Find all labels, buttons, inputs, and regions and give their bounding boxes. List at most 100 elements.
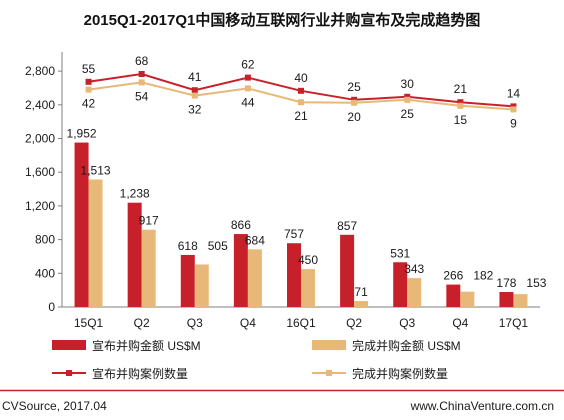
bar-announced-label: 866 [231, 218, 251, 232]
y-tick-label: 800 [35, 233, 55, 247]
legend-item-completed-count: 完成并购案例数量 [312, 366, 448, 381]
bar-announced-label: 857 [337, 219, 357, 233]
y-tick-label: 2,400 [25, 98, 55, 112]
x-tick-label: Q3 [399, 316, 415, 330]
line-completed-count-label: 54 [135, 89, 149, 103]
line-completed-count-label: 42 [82, 97, 96, 111]
y-tick-label: 2,000 [25, 132, 55, 146]
chart-title: 2015Q1-2017Q1中国移动互联网行业并购宣布及完成趋势图 [84, 11, 481, 29]
bar-completed-label: 505 [208, 239, 228, 253]
x-tick-label: Q3 [187, 316, 203, 330]
bar-announced-amount [287, 243, 301, 307]
bar-announced-amount [233, 234, 248, 307]
line-announced-count-label: 30 [401, 77, 415, 91]
x-tick-label: Q4 [240, 316, 256, 330]
line-completed-count-marker [298, 99, 304, 106]
y-tick-label: 0 [48, 300, 55, 314]
y-axis: 0 400 800 1,200 1,600 2,000 2,400 2,800 [25, 52, 63, 314]
line-announced-count-marker [85, 78, 92, 85]
bar-announced-label: 178 [496, 276, 516, 290]
bar-completed-amount [141, 229, 156, 307]
bar-completed-amount [407, 278, 422, 307]
x-tick-label: Q4 [452, 316, 468, 330]
x-tick-label: 16Q1 [286, 316, 316, 330]
line-completed-count-label: 25 [401, 107, 415, 121]
bar-completed-label: 1,513 [81, 164, 111, 178]
bar-completed-label: 153 [526, 276, 546, 290]
x-tick-label: 17Q1 [499, 316, 529, 330]
bar-completed-label: 450 [298, 253, 318, 267]
bar-announced-amount [499, 292, 514, 307]
line-completed-count-line [88, 81, 514, 111]
line-announced-count-label: 68 [135, 54, 149, 68]
bar-completed-amount [301, 269, 315, 307]
y-tick-label: 2,800 [25, 64, 55, 78]
line-completed-count-marker [138, 79, 145, 86]
bar-series-group [74, 142, 528, 307]
bar-announced-amount [393, 262, 408, 307]
bar-announced-label: 531 [390, 246, 410, 260]
bar-announced-amount [127, 202, 142, 307]
line-announced-count-marker [298, 87, 304, 94]
line-completed-count-marker [351, 99, 358, 106]
bar-announced-label: 1,952 [67, 127, 97, 141]
legend-label: 完成并购金额 US$M [352, 338, 461, 353]
legend-item-announced-amount: 宣布并购金额 US$M [52, 338, 201, 353]
bar-announced-label: 618 [178, 239, 198, 253]
bar-completed-amount [88, 179, 103, 307]
line-announced-count-label: 40 [294, 71, 308, 85]
line-completed-count-label: 32 [188, 103, 202, 117]
legend-label: 宣布并购金额 US$M [92, 338, 201, 353]
bar-completed-label: 684 [245, 233, 265, 247]
line-completed-count-label: 15 [454, 113, 468, 127]
x-axis: 15Q1 Q2 Q3 Q4 16Q1 Q2 Q3 Q4 17Q1 [62, 306, 540, 330]
line-announced-count-label: 55 [82, 62, 96, 76]
line-completed-count-marker [510, 106, 517, 113]
y-tick-label: 1,600 [25, 165, 55, 179]
line-announced-count-label: 62 [241, 58, 255, 72]
bar-completed-label: 71 [354, 285, 368, 299]
line-series-group [85, 71, 517, 113]
legend-item-announced-count: 宣布并购案例数量 [52, 366, 188, 381]
line-announced-count-marker [244, 74, 251, 81]
line-completed-count-marker [457, 102, 464, 109]
y-tick-label: 1,200 [25, 199, 55, 213]
legend-item-completed-amount: 完成并购金额 US$M [312, 338, 461, 353]
bar-announced-label: 266 [443, 269, 463, 283]
bar-announced-amount [180, 254, 195, 307]
line-announced-count-marker [138, 71, 145, 77]
x-tick-label: Q2 [346, 316, 362, 330]
bar-announced-label: 1,238 [120, 187, 150, 201]
line-completed-count-marker [191, 92, 198, 99]
legend: 宣布并购金额 US$M 完成并购金额 US$M 宣布并购案例数量 完成并购案例数量 [52, 338, 461, 381]
bar-completed-amount [513, 294, 528, 307]
line-announced-count-label: 21 [454, 82, 468, 96]
legend-label: 宣布并购案例数量 [92, 366, 188, 381]
bar-completed-label: 917 [139, 214, 159, 228]
legend-swatch [52, 340, 86, 350]
legend-swatch [312, 340, 346, 350]
legend-swatch-marker [66, 370, 72, 376]
line-completed-count-label: 44 [241, 95, 255, 109]
bar-completed-amount [194, 264, 209, 307]
bar-announced-label: 757 [284, 227, 304, 241]
bar-completed-amount [247, 249, 262, 307]
bar-announced-amount [74, 142, 89, 307]
bar-announced-amount [340, 234, 355, 307]
website-link[interactable]: www.ChinaVenture.com.cn [410, 399, 554, 413]
line-completed-count-label: 9 [510, 116, 517, 130]
x-tick-label: Q2 [134, 316, 150, 330]
line-announced-count-label: 14 [507, 86, 521, 100]
legend-swatch-marker [326, 370, 332, 376]
line-completed-count-marker [404, 96, 411, 103]
bar-announced-amount [446, 284, 461, 307]
source-note: CVSource, 2017.04 [2, 399, 107, 413]
bar-completed-label: 343 [404, 262, 424, 276]
line-announced-count-marker [457, 99, 464, 106]
line-completed-count-marker [244, 85, 251, 92]
x-tick-label: 15Q1 [74, 316, 104, 330]
legend-label: 完成并购案例数量 [352, 366, 448, 381]
bar-completed-amount [354, 301, 369, 307]
